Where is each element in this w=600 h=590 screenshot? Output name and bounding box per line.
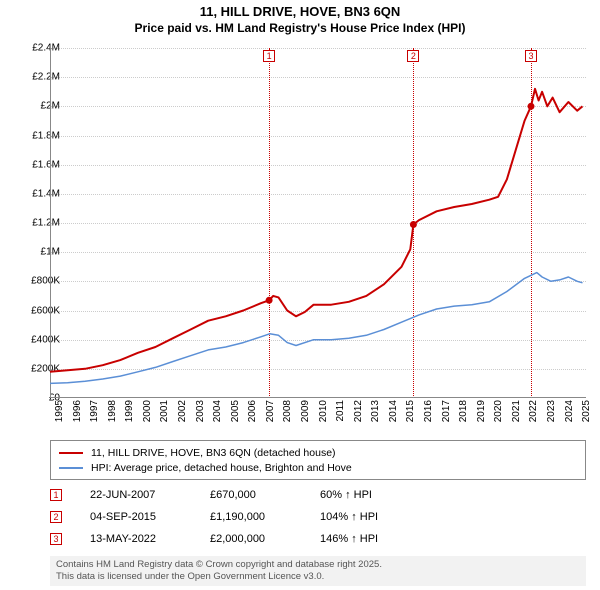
- x-tick-label: 1997: [89, 400, 100, 432]
- event-date-1: 22-JUN-2007: [90, 489, 210, 501]
- footnote-line-1: Contains HM Land Registry data © Crown c…: [56, 559, 580, 571]
- footnote-line-2: This data is licensed under the Open Gov…: [56, 571, 580, 583]
- x-tick-label: 2014: [388, 400, 399, 432]
- x-tick-label: 2010: [318, 400, 329, 432]
- x-tick-label: 2005: [230, 400, 241, 432]
- chart-title: 11, HILL DRIVE, HOVE, BN3 6QN Price paid…: [0, 0, 600, 35]
- event-date-2: 04-SEP-2015: [90, 511, 210, 523]
- footnote-box: Contains HM Land Registry data © Crown c…: [50, 556, 586, 586]
- x-tick-label: 2019: [476, 400, 487, 432]
- x-tick-label: 2013: [370, 400, 381, 432]
- chart-container: { "title": { "line1": "11, HILL DRIVE, H…: [0, 0, 600, 590]
- legend-swatch-hpi: [59, 467, 83, 469]
- x-tick-label: 2006: [247, 400, 258, 432]
- x-tick-label: 2024: [564, 400, 575, 432]
- x-tick-label: 2021: [511, 400, 522, 432]
- x-tick-label: 2015: [405, 400, 416, 432]
- x-tick-label: 2016: [423, 400, 434, 432]
- x-tick-label: 2018: [458, 400, 469, 432]
- event-price-3: £2,000,000: [210, 533, 320, 545]
- x-tick-label: 2020: [493, 400, 504, 432]
- legend-box: 11, HILL DRIVE, HOVE, BN3 6QN (detached …: [50, 440, 586, 480]
- title-line-2: Price paid vs. HM Land Registry's House …: [0, 21, 600, 35]
- event-date-3: 13-MAY-2022: [90, 533, 210, 545]
- event-price-1: £670,000: [210, 489, 320, 501]
- event-row-3: 3 13-MAY-2022 £2,000,000 146% ↑ HPI: [50, 528, 586, 550]
- title-line-1: 11, HILL DRIVE, HOVE, BN3 6QN: [0, 4, 600, 19]
- x-tick-label: 2000: [142, 400, 153, 432]
- event-list: 1 22-JUN-2007 £670,000 60% ↑ HPI 2 04-SE…: [50, 484, 586, 550]
- event-pct-3: 146% ↑ HPI: [320, 533, 378, 545]
- x-tick-label: 2011: [335, 400, 346, 432]
- x-tick-label: 2003: [195, 400, 206, 432]
- x-tick-label: 2008: [282, 400, 293, 432]
- x-tick-label: 2007: [265, 400, 276, 432]
- x-tick-label: 2012: [353, 400, 364, 432]
- x-tick-label: 2001: [159, 400, 170, 432]
- x-tick-label: 1999: [124, 400, 135, 432]
- x-tick-label: 1998: [107, 400, 118, 432]
- x-tick-label: 2023: [546, 400, 557, 432]
- x-tick-label: 2009: [300, 400, 311, 432]
- event-row-1: 1 22-JUN-2007 £670,000 60% ↑ HPI: [50, 484, 586, 506]
- x-tick-label: 2004: [212, 400, 223, 432]
- x-tick-label: 1996: [72, 400, 83, 432]
- x-tick-label: 2002: [177, 400, 188, 432]
- event-marker-3: 3: [50, 533, 62, 545]
- x-tick-label: 2022: [528, 400, 539, 432]
- x-tick-label: 2017: [441, 400, 452, 432]
- plot-svg: [50, 48, 586, 398]
- legend-item-hpi: HPI: Average price, detached house, Brig…: [59, 460, 577, 475]
- legend-label-hpi: HPI: Average price, detached house, Brig…: [91, 462, 352, 474]
- event-pct-2: 104% ↑ HPI: [320, 511, 378, 523]
- legend-swatch-property: [59, 452, 83, 454]
- x-tick-label: 2025: [581, 400, 592, 432]
- event-price-2: £1,190,000: [210, 511, 320, 523]
- event-marker-2: 2: [50, 511, 62, 523]
- event-marker-1: 1: [50, 489, 62, 501]
- event-pct-1: 60% ↑ HPI: [320, 489, 372, 501]
- x-tick-label: 1995: [54, 400, 65, 432]
- event-row-2: 2 04-SEP-2015 £1,190,000 104% ↑ HPI: [50, 506, 586, 528]
- legend-label-property: 11, HILL DRIVE, HOVE, BN3 6QN (detached …: [91, 447, 336, 459]
- legend-item-property: 11, HILL DRIVE, HOVE, BN3 6QN (detached …: [59, 445, 577, 460]
